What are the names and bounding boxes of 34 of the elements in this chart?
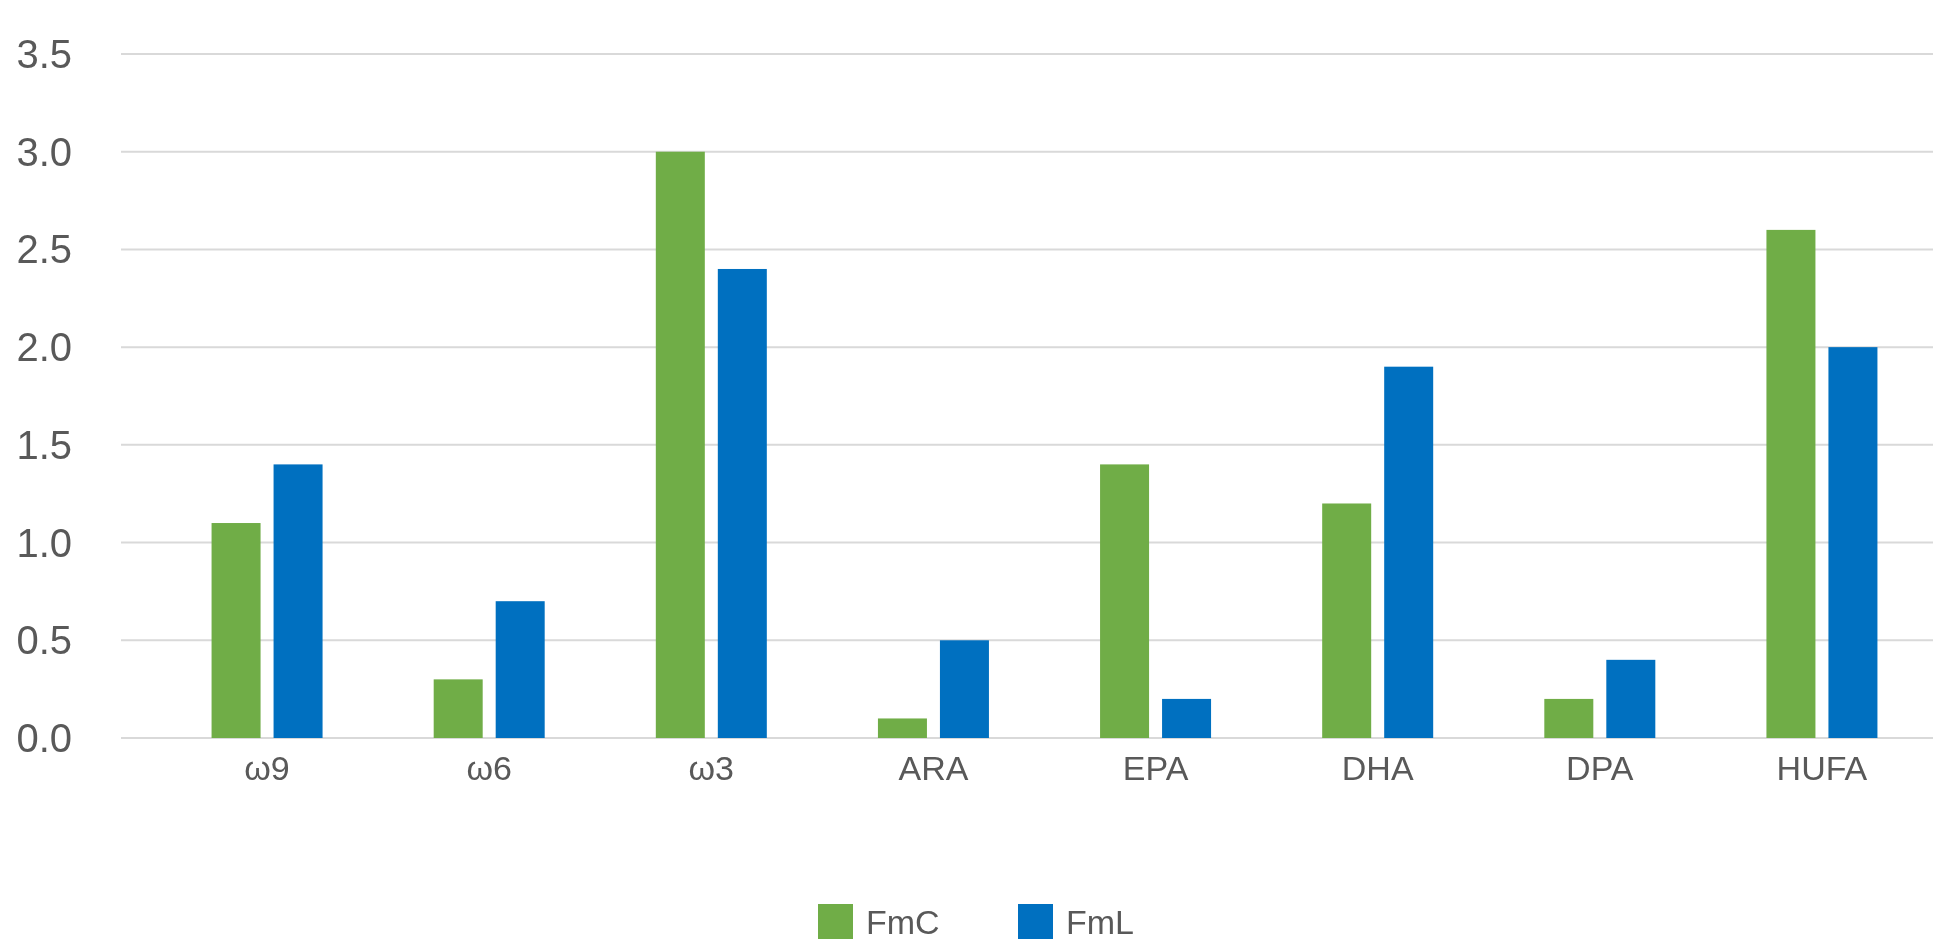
bar [1544, 698, 1594, 738]
y-tick-label: 3.0 [16, 129, 72, 174]
y-tick-label: 2.5 [16, 227, 72, 272]
legend-label: FmL [1066, 903, 1134, 941]
y-tick-label: 0.5 [16, 618, 72, 663]
bar [1606, 659, 1656, 738]
legend-label: FmC [866, 903, 940, 941]
x-tick-label: ARA [898, 749, 969, 787]
bar [1384, 366, 1434, 738]
bar [273, 464, 323, 738]
bar [211, 523, 261, 738]
bar [877, 718, 927, 738]
x-tick-label: DHA [1341, 749, 1414, 787]
y-tick-label: 1.5 [16, 422, 72, 467]
x-tick-label: EPA [1122, 749, 1189, 787]
x-tick-label: ω6 [466, 749, 512, 787]
y-tick-label: 1.0 [16, 520, 72, 565]
bar [1322, 503, 1372, 738]
x-tick-label: ω3 [688, 749, 735, 787]
x-tick-label: ω9 [244, 749, 290, 787]
x-tick-label: HUFA [1776, 749, 1868, 787]
bar [1162, 698, 1212, 738]
bar [1828, 347, 1878, 738]
y-tick-label: 3.5 [16, 32, 72, 76]
bar [1100, 464, 1150, 738]
bar [1766, 229, 1816, 738]
bar [433, 679, 483, 738]
y-tick-label: 0.0 [16, 716, 72, 760]
bar [495, 601, 545, 738]
bar [939, 640, 989, 738]
x-tick-label: DPA [1566, 749, 1634, 787]
bar [655, 151, 705, 738]
bar [717, 268, 767, 738]
y-tick-label: 2.0 [16, 325, 72, 370]
